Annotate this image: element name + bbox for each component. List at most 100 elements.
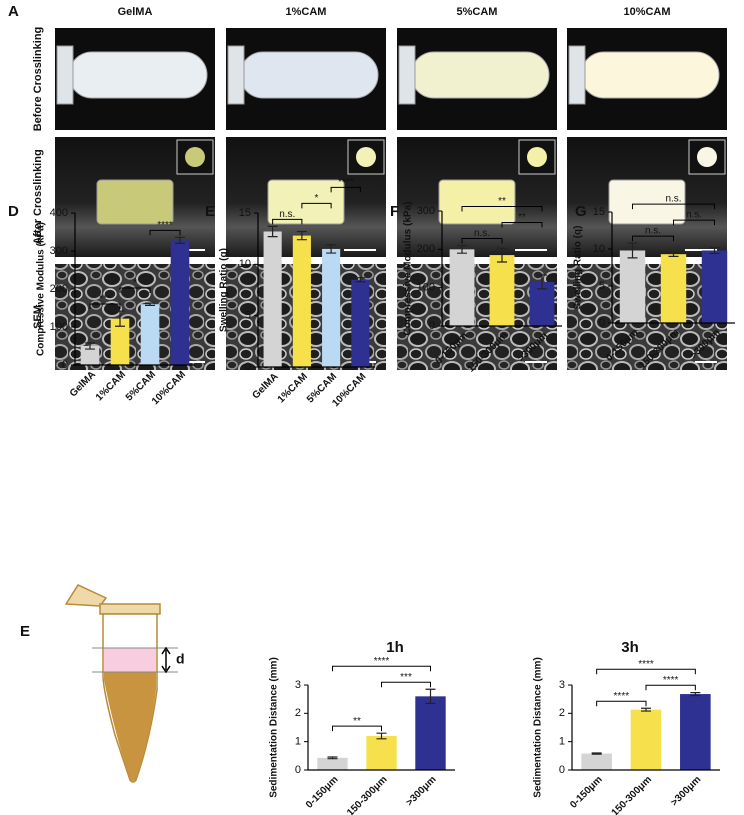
y-axis-title: Sedimentation Distance (mm): [533, 657, 544, 798]
significance-bracket: [89, 303, 121, 310]
inset-disc: [527, 147, 547, 167]
significance-bracket: [332, 665, 431, 672]
x-tick-label: 1%CAM: [276, 371, 310, 405]
panel-letter: E: [205, 203, 215, 220]
error-bar: [376, 732, 387, 740]
column-header: 1%CAM: [286, 6, 327, 18]
bar: [701, 250, 728, 323]
bar: [170, 240, 190, 365]
y-tick-label: 2: [295, 707, 301, 719]
bar: [80, 346, 100, 365]
y-tick-label: 100: [417, 282, 435, 294]
y-tick-label: 0: [599, 317, 605, 329]
significance-bracket: [272, 218, 303, 225]
tube-cap: [56, 45, 74, 105]
bar: [263, 231, 282, 367]
y-tick-label: 1: [295, 736, 301, 748]
significance-label: *: [133, 278, 137, 289]
significance-label: ***: [99, 294, 111, 305]
significance-label: ****: [638, 659, 654, 670]
panel-letter: D: [8, 203, 19, 220]
bar: [630, 709, 662, 770]
error-bar: [709, 246, 720, 255]
hydrogel: [96, 179, 174, 225]
significance-label: ****: [614, 691, 630, 702]
inset-disc: [697, 147, 717, 167]
significance-label: ****: [338, 177, 354, 188]
bar: [140, 304, 160, 365]
significance-bracket: [596, 668, 696, 675]
error-bar: [457, 244, 467, 254]
y-tick-label: 3: [559, 679, 565, 691]
significance-bracket: [461, 238, 503, 244]
chart-title: 1h: [386, 639, 404, 656]
bar: [449, 249, 475, 326]
significance-bracket: [332, 725, 382, 732]
y-axis-title: Compressive Modulus (kPa): [403, 202, 414, 336]
significance-bracket: [596, 700, 647, 707]
error-bar: [668, 251, 679, 257]
error-bar: [296, 230, 307, 241]
error-bar: [641, 707, 651, 712]
significance-bracket: [673, 219, 715, 226]
significance-label: ****: [157, 220, 173, 231]
error-bar: [690, 692, 701, 697]
axes: [571, 685, 720, 771]
significance-bracket: [632, 235, 674, 242]
bar: [317, 757, 348, 770]
tube: [410, 51, 550, 99]
error-bar: [326, 244, 337, 254]
significance-label: **: [518, 212, 526, 223]
bar: [680, 694, 711, 770]
row-label: After Crosslinking: [32, 149, 44, 244]
y-tick-label: 0: [429, 320, 435, 332]
hydrogel: [267, 179, 345, 225]
tube-diagram: [64, 584, 178, 783]
significance-bracket: [330, 186, 361, 193]
tube-cap: [568, 45, 586, 105]
y-tick-label: 200: [417, 243, 435, 255]
bar: [489, 255, 515, 326]
significance-bracket: [149, 229, 181, 236]
bar: [292, 235, 311, 367]
inset-disc: [356, 147, 376, 167]
y-tick-label: 5: [245, 310, 251, 322]
y-tick-label: 5: [599, 280, 605, 292]
row-label: SEM: [32, 305, 44, 329]
x-tick-label: >300μm: [404, 774, 438, 808]
error-bar: [497, 247, 507, 263]
significance-bracket: [645, 684, 696, 691]
y-tick-label: 10: [239, 258, 251, 270]
significance-label: n.s.: [665, 194, 681, 205]
significance-label: n.s.: [686, 210, 702, 221]
panel-letter: F: [390, 203, 399, 220]
y-axis-title: Swelling Ratio (q): [573, 226, 584, 310]
error-bar: [85, 342, 95, 350]
significance-label: n.s.: [474, 228, 490, 239]
significance-label: n.s.: [645, 226, 661, 237]
significance-bracket: [501, 222, 543, 228]
significance-label: ****: [663, 675, 679, 686]
tube-cap: [227, 45, 245, 105]
y-tick-label: 100: [50, 321, 68, 333]
panel-letter: E: [20, 623, 30, 640]
y-tick-label: 0: [62, 359, 68, 371]
y-axis-title: Swelling Ratio (q): [219, 248, 230, 332]
error-bar: [627, 242, 638, 259]
x-tick-label: >300μm: [669, 774, 703, 808]
axes: [257, 213, 375, 368]
y-tick-label: 15: [239, 207, 251, 219]
y-tick-label: 15: [593, 206, 605, 218]
y-tick-label: 1: [559, 736, 565, 748]
diagram-label: d: [176, 651, 185, 667]
error-bar: [591, 752, 602, 755]
inset-disc: [185, 147, 205, 167]
bar: [581, 753, 612, 770]
y-tick-label: 0: [245, 361, 251, 373]
y-tick-label: 0: [559, 764, 565, 776]
tube-cap: [398, 45, 416, 105]
error-bar: [115, 310, 125, 327]
y-axis-title: Compressive Modulus (kPa): [36, 222, 47, 356]
significance-label: ****: [374, 656, 390, 667]
